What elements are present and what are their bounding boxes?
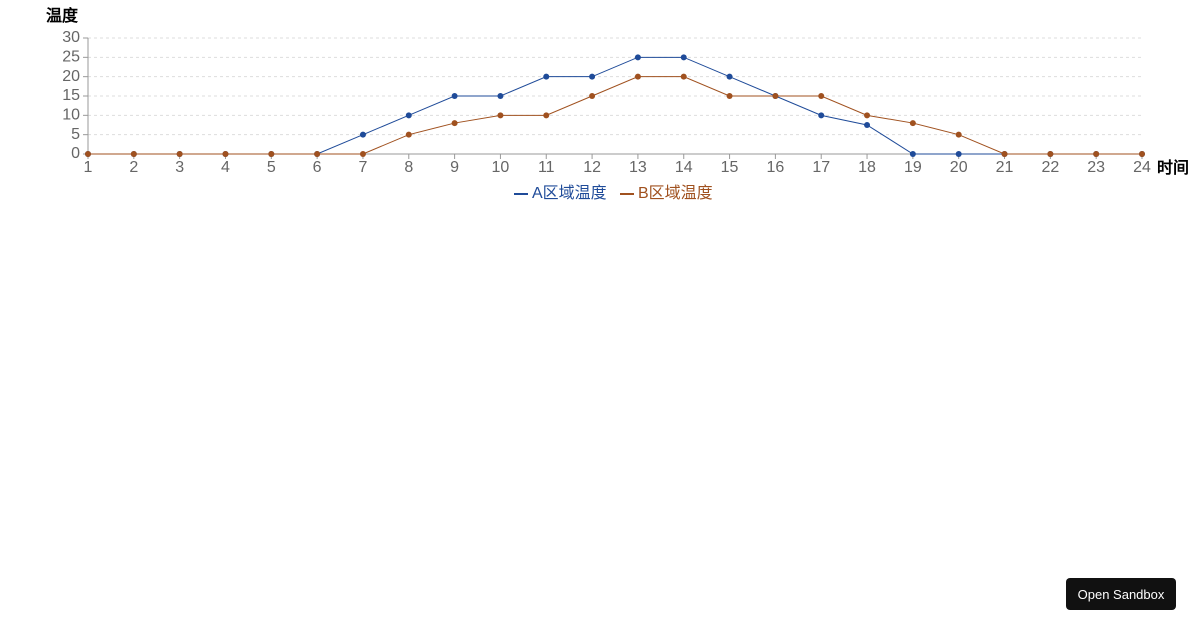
y-tick-label: 25 — [62, 49, 80, 66]
x-tick-label: 21 — [996, 159, 1014, 176]
data-point — [955, 151, 962, 157]
data-point — [451, 120, 458, 127]
x-tick-label: 7 — [359, 159, 368, 176]
data-point — [85, 151, 91, 157]
data-point — [909, 151, 916, 157]
data-point — [818, 93, 825, 99]
x-tick-label: 2 — [129, 159, 138, 176]
y-tick-label: 5 — [71, 126, 80, 143]
x-tick-label: 5 — [267, 159, 276, 176]
x-tick-label: 19 — [904, 159, 922, 176]
x-tick-label: 23 — [1087, 159, 1105, 176]
data-point — [359, 151, 366, 157]
data-point — [130, 151, 137, 157]
x-tick-label: 22 — [1041, 159, 1059, 176]
x-tick-label: 1 — [84, 159, 93, 176]
data-point — [222, 151, 229, 157]
x-tick-label: 24 — [1133, 159, 1151, 176]
data-point — [405, 112, 412, 119]
data-point — [497, 112, 504, 119]
data-point — [772, 93, 779, 99]
series-line — [88, 76, 1142, 155]
x-tick-label: 17 — [812, 159, 830, 176]
x-tick-label: 6 — [313, 159, 322, 176]
data-point — [909, 120, 916, 127]
data-point — [543, 73, 550, 80]
y-tick-label: 30 — [62, 29, 80, 46]
data-point — [1047, 151, 1054, 157]
data-point — [1093, 151, 1100, 157]
data-point — [268, 151, 275, 157]
x-tick-label: 3 — [175, 159, 184, 176]
x-tick-label: 11 — [538, 159, 555, 176]
data-point — [176, 151, 183, 157]
x-tick-label: 12 — [583, 159, 601, 176]
data-point — [818, 112, 825, 119]
data-point — [680, 73, 687, 80]
data-point — [1139, 151, 1145, 157]
x-tick-label: 10 — [492, 159, 510, 176]
x-tick-label: 8 — [404, 159, 413, 176]
legend-label: B区域温度 — [638, 184, 713, 202]
data-point — [314, 151, 321, 157]
x-tick-label: 4 — [221, 159, 230, 176]
legend-label: A区域温度 — [532, 184, 607, 202]
data-point — [864, 112, 871, 119]
data-point — [359, 131, 366, 138]
x-tick-label: 15 — [721, 159, 739, 176]
y-axis-label: 温度 — [45, 6, 79, 25]
data-point — [589, 73, 596, 80]
data-point — [1001, 151, 1008, 157]
x-tick-label: 14 — [675, 159, 693, 176]
x-axis-label: 时间 — [1157, 158, 1189, 177]
data-point — [497, 93, 504, 99]
x-tick-label: 9 — [450, 159, 459, 176]
open-sandbox-button[interactable]: Open Sandbox — [1066, 578, 1176, 610]
data-point — [451, 93, 458, 99]
data-point — [726, 73, 733, 80]
y-tick-label: 10 — [62, 107, 80, 124]
data-point — [864, 122, 871, 128]
data-point — [726, 93, 733, 99]
series-line — [88, 56, 1142, 155]
y-tick-label: 15 — [62, 87, 80, 104]
data-point — [589, 93, 596, 99]
x-tick-label: 18 — [858, 159, 876, 176]
x-tick-label: 20 — [950, 159, 968, 176]
data-point — [634, 73, 641, 80]
x-tick-label: 16 — [766, 159, 784, 176]
data-point — [543, 112, 550, 119]
data-point — [680, 54, 687, 61]
data-point — [405, 131, 412, 138]
data-point — [955, 131, 962, 138]
x-tick-label: 13 — [629, 159, 647, 176]
data-point — [634, 54, 641, 61]
y-tick-label: 0 — [71, 145, 80, 162]
y-tick-label: 20 — [62, 68, 80, 85]
